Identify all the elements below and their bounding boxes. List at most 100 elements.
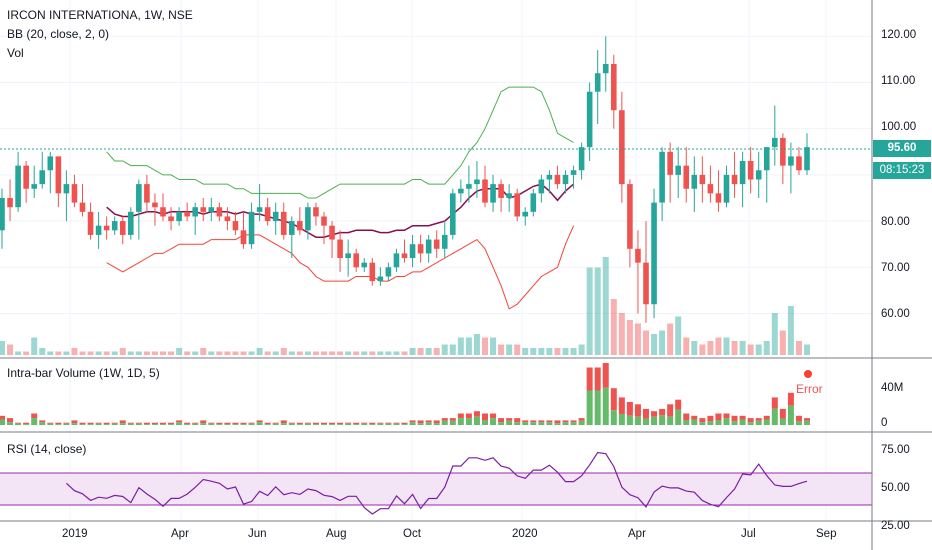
volume-bar bbox=[659, 330, 666, 355]
candle-body bbox=[691, 174, 698, 189]
candle-body bbox=[747, 161, 754, 180]
candle-body bbox=[369, 262, 376, 282]
intrabar-volume-sell bbox=[393, 422, 400, 424]
intrabar-volume-sell bbox=[739, 415, 746, 420]
volume-bar bbox=[0, 341, 5, 355]
symbol-title[interactable]: IRCON INTERNATIONA, 1W, NSE bbox=[7, 8, 193, 22]
intrabar-volume-buy bbox=[626, 415, 633, 425]
candle-body bbox=[95, 225, 102, 235]
volume-bar bbox=[473, 334, 480, 355]
intrabar-volume-sell bbox=[530, 420, 537, 423]
rsi-indicator-label[interactable]: RSI (14, close) bbox=[7, 442, 87, 456]
intrabar-volume-buy bbox=[224, 424, 231, 425]
volume-bar bbox=[747, 344, 754, 355]
volume-bar bbox=[498, 344, 505, 355]
candle-body bbox=[474, 179, 480, 185]
intrabar-volume-buy bbox=[87, 424, 94, 425]
intrabar-volume-buy bbox=[787, 405, 794, 425]
volume-bar bbox=[192, 351, 199, 355]
volume-bar bbox=[272, 351, 279, 355]
intrabar-volume-sell bbox=[7, 418, 14, 423]
candle-body bbox=[47, 156, 54, 171]
intrabar-volume-sell bbox=[377, 422, 384, 424]
candle-body bbox=[0, 197, 5, 231]
candle-body bbox=[15, 165, 21, 208]
intrabar-volume-buy bbox=[482, 420, 488, 425]
candle-body bbox=[433, 239, 440, 249]
intrabar-volume-sell bbox=[71, 420, 78, 424]
volume-bar bbox=[7, 344, 14, 355]
intrabar-volume-buy bbox=[168, 424, 175, 425]
volume-tick: 40M bbox=[881, 382, 904, 394]
candle-body bbox=[466, 184, 472, 189]
volume-bar bbox=[63, 351, 70, 355]
intrabar-volume-buy bbox=[747, 422, 754, 425]
intrabar-volume-sell bbox=[208, 422, 215, 424]
volume-bar bbox=[795, 341, 802, 355]
candle-body bbox=[763, 147, 770, 171]
candle-body bbox=[586, 91, 593, 148]
volume-bar bbox=[296, 351, 303, 355]
volume-bar bbox=[683, 337, 690, 355]
intrabar-volume-buy bbox=[473, 416, 480, 425]
candle-body bbox=[458, 188, 464, 194]
intrabar-volume-buy bbox=[401, 424, 408, 425]
intrabar-volume-sell bbox=[747, 418, 754, 423]
volume-indicator-label[interactable]: Vol bbox=[7, 46, 24, 60]
candle-body bbox=[594, 73, 601, 92]
error-indicator-icon[interactable] bbox=[804, 370, 812, 378]
intrabar-volume-sell bbox=[506, 418, 513, 421]
intrabar-volume-sell bbox=[634, 404, 641, 417]
price-tick: 60.00 bbox=[881, 308, 910, 320]
error-text[interactable]: Error bbox=[796, 382, 823, 396]
intrabar-volume-sell bbox=[304, 422, 311, 424]
candle-body bbox=[39, 170, 46, 185]
volume-bar bbox=[369, 351, 376, 355]
intrabar-volume-sell bbox=[763, 415, 770, 420]
volume-bar bbox=[401, 351, 408, 355]
bb-indicator-label[interactable]: BB (20, close, 2, 0) bbox=[7, 27, 110, 41]
intrabar-volume-buy bbox=[264, 424, 271, 425]
volume-bar bbox=[151, 351, 158, 355]
intrabar-volume-buy bbox=[71, 423, 78, 425]
intrabar-volume-buy bbox=[353, 424, 360, 425]
volume-bar bbox=[618, 313, 625, 355]
volume-bar bbox=[15, 351, 22, 355]
intrabar-volume-buy bbox=[95, 423, 102, 425]
candle-body bbox=[240, 230, 247, 245]
intrabar-volume-sell bbox=[723, 413, 730, 419]
intrabar-volume-sell bbox=[707, 415, 714, 422]
volume-bar bbox=[168, 351, 175, 355]
intrabar-volume-sell bbox=[79, 422, 86, 425]
intrabar-volume-buy bbox=[369, 424, 376, 425]
intrabar-volume-sell bbox=[755, 418, 762, 421]
intrabar-volume-buy bbox=[192, 423, 199, 425]
intrabar-volume-sell bbox=[683, 413, 690, 421]
intrabar-volume-label[interactable]: Intra-bar Volume (1W, 1D, 5) bbox=[7, 366, 160, 380]
intrabar-volume-sell bbox=[546, 420, 553, 423]
volume-bar bbox=[707, 341, 714, 355]
candle-body bbox=[651, 202, 657, 305]
volume-bar bbox=[610, 299, 617, 355]
volume-bar bbox=[385, 351, 392, 355]
intrabar-volume-sell bbox=[401, 422, 408, 425]
volume-bar bbox=[490, 337, 497, 355]
candle-body bbox=[321, 216, 327, 226]
time-tick: Oct bbox=[403, 528, 421, 540]
intrabar-volume-sell bbox=[667, 404, 674, 417]
intrabar-volume-buy bbox=[23, 424, 30, 425]
intrabar-volume-sell bbox=[47, 422, 54, 424]
intrabar-volume-sell bbox=[232, 422, 239, 425]
volume-bar bbox=[232, 351, 239, 355]
intrabar-volume-buy bbox=[441, 420, 448, 425]
intrabar-volume-sell bbox=[602, 363, 609, 388]
intrabar-volume-sell bbox=[353, 422, 360, 425]
intrabar-volume-sell bbox=[715, 413, 722, 421]
intrabar-volume-buy bbox=[111, 423, 118, 425]
volume-bar bbox=[538, 348, 545, 355]
candle-body bbox=[192, 207, 198, 217]
last-price-badge: 95.60 bbox=[873, 140, 931, 157]
candle-body bbox=[755, 170, 762, 180]
intrabar-volume-sell bbox=[449, 418, 456, 421]
